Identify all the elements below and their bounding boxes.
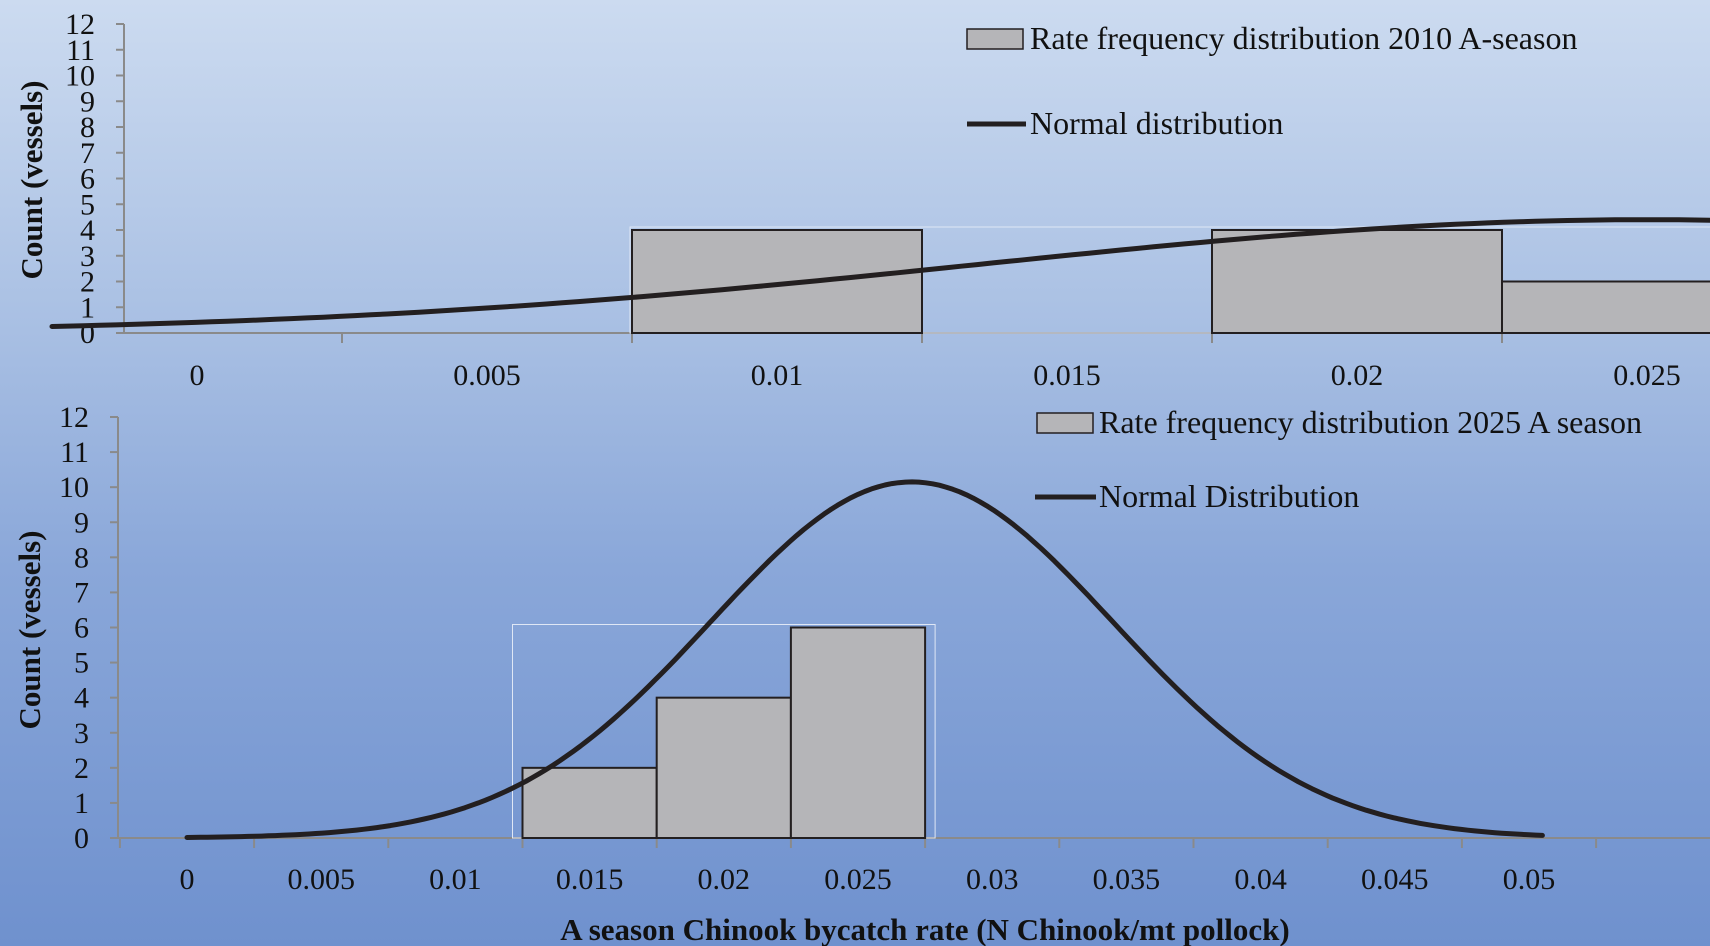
x-tick-label: 0.045 [1361,863,1429,896]
x-tick-label: 0.025 [824,863,892,896]
histogram-bar [521,766,658,839]
y-tick-label: 1 [80,291,95,324]
y-tick-label: 11 [60,436,89,469]
y-tick-label: 9 [80,85,95,118]
histogram-bar [631,229,923,334]
y-tick-label: 8 [74,541,89,574]
x-tick-label: 0.05 [1503,863,1556,896]
histogram-bar [1211,229,1503,334]
legend-bar-label: Rate frequency distribution 2010 A-seaso… [1030,20,1577,56]
histogram-bar [655,696,792,840]
normal-distribution-curve [49,217,1710,329]
x-tick-label: 0.025 [1613,359,1681,392]
y-tick-label: 4 [80,214,95,247]
y-tick-label: 12 [59,401,89,434]
y-tick-label: 0 [74,822,89,855]
y-tick-label: 9 [74,506,89,539]
histogram-bar [789,626,927,839]
y-tick-label: 2 [80,266,95,299]
x-tick-label: 0.015 [1033,359,1101,392]
y-tick-label: 4 [74,682,89,715]
y-tick-label: 6 [80,163,95,196]
legend-line-label: Normal Distribution [1099,478,1359,514]
histogram-bar [1501,280,1710,334]
legend-bar-swatch [966,28,1024,50]
y-tick-label: 7 [80,137,95,170]
x-tick-label: 0.04 [1234,863,1287,896]
x-tick-label: 0.005 [287,863,355,896]
x-tick-label: 0 [180,863,195,896]
normal-distribution-curve [184,479,1545,840]
legend-bar-label: Rate frequency distribution 2025 A seaso… [1099,404,1642,440]
chart-2025-ylabel: Count (vessels) [12,531,47,730]
x-tick-label: 0.005 [453,359,521,392]
y-tick-label: 11 [66,34,95,67]
y-tick-label: 1 [74,787,89,820]
y-tick-label: 5 [74,647,89,680]
x-tick-label: 0.035 [1093,863,1161,896]
y-tick-label: 7 [74,576,89,609]
x-tick-label: 0.03 [966,863,1019,896]
y-tick-label: 3 [74,717,89,750]
y-tick-label: 12 [65,8,95,41]
y-tick-label: 2 [74,752,89,785]
legend-line-label: Normal distribution [1030,105,1283,141]
chart-2025-legend: Rate frequency distribution 2025 A seaso… [1035,404,1642,514]
y-tick-label: 8 [80,111,95,144]
x-tick-label: 0.01 [429,863,482,896]
legend-bar-swatch [1036,412,1094,434]
x-tick-label: 0 [190,359,205,392]
x-tick-label: 0.02 [698,863,751,896]
y-tick-label: 10 [65,60,95,93]
chart-2010-legend: Rate frequency distribution 2010 A-seaso… [966,20,1577,141]
x-tick-label: 0.02 [1331,359,1384,392]
y-tick-label: 3 [80,240,95,273]
chart-2010-ylabel: Count (vessels) [14,81,49,280]
chart-2025-xlabel: A season Chinook bycatch rate (N Chinook… [560,912,1289,946]
y-tick-label: 5 [80,188,95,221]
x-tick-label: 0.015 [556,863,624,896]
x-tick-label: 0.01 [751,359,804,392]
y-tick-label: 10 [59,471,89,504]
y-tick-label: 6 [74,612,89,645]
